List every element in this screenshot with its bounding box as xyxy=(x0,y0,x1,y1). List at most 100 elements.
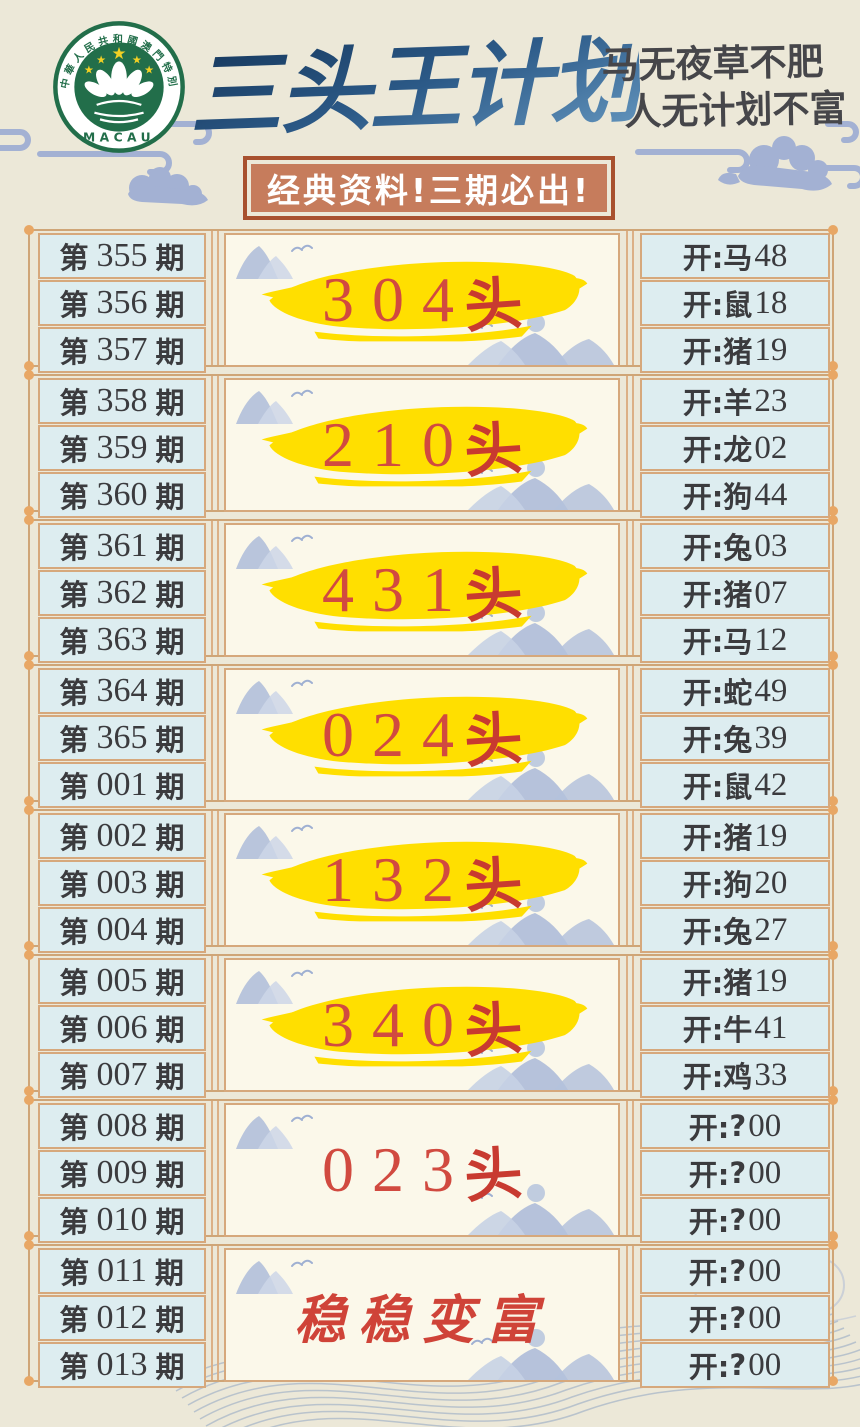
result-zodiac: 鼠 xyxy=(723,288,753,322)
period-number: 357 xyxy=(96,331,148,368)
result-number: 19 xyxy=(754,817,788,854)
result-label: 开: xyxy=(682,966,724,1000)
corner-dot-icon xyxy=(24,515,34,525)
period-prefix: 第 xyxy=(59,770,89,804)
logo-macau-text: MACAU xyxy=(83,131,155,145)
result-number: 03 xyxy=(754,527,788,564)
result-label: 开: xyxy=(682,386,724,420)
result-label: 开: xyxy=(688,1158,730,1192)
plan-suffix: 头 xyxy=(462,704,525,776)
result-label: 开: xyxy=(682,868,724,902)
plan-value: 稳稳变富 xyxy=(226,1250,618,1380)
result-number: 12 xyxy=(754,621,788,658)
period-column: 第 008 期 第 009 期 第 010 期 xyxy=(38,1103,206,1243)
period-cell: 第 007 期 xyxy=(38,1052,206,1098)
period-prefix: 第 xyxy=(59,335,89,369)
period-suffix: 期 xyxy=(155,625,185,659)
plan-number: 340 xyxy=(321,989,472,1060)
result-column: 开: 猪 19 开: 狗 20 开: 兔 27 xyxy=(640,813,830,953)
svg-text:★: ★ xyxy=(144,64,154,77)
plan-panel: 431 头 xyxy=(224,523,620,657)
result-label: 开: xyxy=(682,1013,724,1047)
corner-dot-icon xyxy=(828,941,838,951)
result-zodiac: 蛇 xyxy=(723,676,753,710)
period-number: 363 xyxy=(96,621,148,658)
result-zodiac: 狗 xyxy=(723,480,753,514)
plan-suffix: 头 xyxy=(462,1139,525,1211)
period-prefix: 第 xyxy=(59,578,89,612)
period-suffix: 期 xyxy=(155,241,185,275)
period-cell: 第 003 期 xyxy=(38,860,206,906)
result-column: 开: 马 48 开: 鼠 18 开: 猪 19 xyxy=(640,233,830,373)
period-suffix: 期 xyxy=(154,1256,184,1290)
period-number: 004 xyxy=(96,911,148,948)
period-suffix: 期 xyxy=(155,386,185,420)
period-cell: 第 011 期 xyxy=(38,1248,206,1294)
result-number: 39 xyxy=(754,719,788,756)
result-number: 44 xyxy=(754,476,788,513)
plan-panel: 024 头 xyxy=(224,668,620,802)
result-cell: 开: ? 00 xyxy=(640,1150,830,1196)
period-suffix: 期 xyxy=(155,1013,185,1047)
result-zodiac: 羊 xyxy=(723,386,753,420)
result-number: 27 xyxy=(754,911,788,948)
period-prefix: 第 xyxy=(59,1205,89,1239)
logo-lotus-icon xyxy=(84,61,154,98)
result-label: 开: xyxy=(682,433,724,467)
divider-line xyxy=(626,376,634,510)
period-number: 012 xyxy=(96,1299,148,1336)
divider-line xyxy=(211,1246,219,1380)
period-cell: 第 359 期 xyxy=(38,425,206,471)
result-cell: 开: 鼠 42 xyxy=(640,762,830,808)
period-number: 360 xyxy=(96,476,148,513)
divider-line xyxy=(626,1101,634,1235)
plan-block: 第 358 期 第 359 期 第 360 期 210 头 xyxy=(24,370,838,518)
result-zodiac: ? xyxy=(729,1156,747,1190)
result-label: 开: xyxy=(688,1111,730,1145)
svg-text:★: ★ xyxy=(84,64,94,77)
period-suffix: 期 xyxy=(155,1303,185,1337)
corner-dot-icon xyxy=(828,370,838,380)
divider-line xyxy=(626,1246,634,1380)
result-zodiac: 兔 xyxy=(723,915,753,949)
plan-block: 第 008 期 第 009 期 第 010 期 023 头 xyxy=(24,1095,838,1243)
plan-block: 第 361 期 第 362 期 第 363 期 431 头 xyxy=(24,515,838,663)
period-column: 第 355 期 第 356 期 第 357 期 xyxy=(38,233,206,373)
result-number: 42 xyxy=(754,766,788,803)
corner-dot-icon xyxy=(828,1086,838,1096)
result-column: 开: 猪 19 开: 牛 41 开: 鸡 33 xyxy=(640,958,830,1098)
period-prefix: 第 xyxy=(59,723,89,757)
divider-line xyxy=(211,666,219,800)
result-number: 20 xyxy=(754,864,788,901)
period-number: 362 xyxy=(96,574,148,611)
result-label: 开: xyxy=(682,723,724,757)
result-zodiac: 猪 xyxy=(723,335,753,369)
result-column: 开: 蛇 49 开: 兔 39 开: 鼠 42 xyxy=(640,668,830,808)
period-number: 358 xyxy=(96,382,148,419)
result-number: 49 xyxy=(754,672,788,709)
result-label: 开: xyxy=(682,770,724,804)
result-number: 41 xyxy=(754,1009,788,1046)
corner-dot-icon xyxy=(24,225,34,235)
plan-panel: 023 头 xyxy=(224,1103,620,1237)
period-cell: 第 356 期 xyxy=(38,280,206,326)
result-number: 23 xyxy=(754,382,788,419)
result-label: 开: xyxy=(682,676,724,710)
result-number: 19 xyxy=(754,962,788,999)
period-column: 第 011 期 第 012 期 第 013 期 xyxy=(38,1248,206,1388)
period-column: 第 358 期 第 359 期 第 360 期 xyxy=(38,378,206,518)
period-suffix: 期 xyxy=(155,966,185,1000)
period-column: 第 361 期 第 362 期 第 363 期 xyxy=(38,523,206,663)
period-number: 006 xyxy=(96,1009,148,1046)
period-number: 359 xyxy=(96,429,148,466)
corner-dot-icon xyxy=(828,950,838,960)
period-cell: 第 363 期 xyxy=(38,617,206,663)
period-suffix: 期 xyxy=(155,770,185,804)
period-number: 356 xyxy=(96,284,148,321)
divider-line xyxy=(626,956,634,1090)
plan-number: 132 xyxy=(321,844,472,915)
plan-value: 304 头 xyxy=(226,235,618,365)
period-suffix: 期 xyxy=(155,433,185,467)
period-number: 364 xyxy=(96,672,148,709)
result-label: 开: xyxy=(682,531,724,565)
